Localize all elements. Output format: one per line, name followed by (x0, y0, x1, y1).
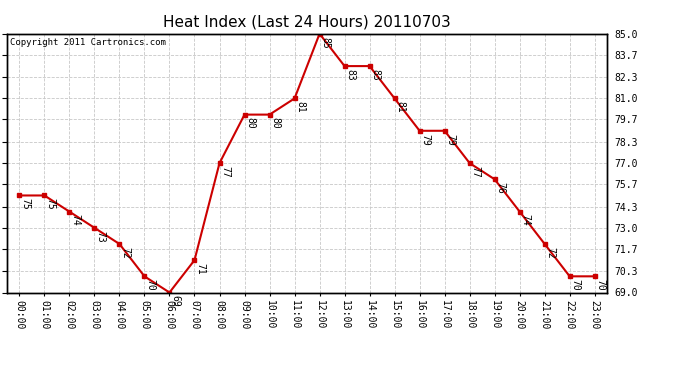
Text: 72: 72 (545, 247, 555, 258)
Text: 81: 81 (295, 101, 305, 113)
Title: Heat Index (Last 24 Hours) 20110703: Heat Index (Last 24 Hours) 20110703 (163, 15, 451, 30)
Text: 74: 74 (520, 214, 530, 226)
Text: 75: 75 (45, 198, 55, 210)
Text: 75: 75 (20, 198, 30, 210)
Text: 79: 79 (420, 134, 430, 145)
Text: 77: 77 (220, 166, 230, 178)
Text: 76: 76 (495, 182, 505, 194)
Text: 85: 85 (320, 36, 330, 48)
Text: 70: 70 (570, 279, 580, 291)
Text: 80: 80 (245, 117, 255, 129)
Text: 83: 83 (345, 69, 355, 81)
Text: 70: 70 (595, 279, 605, 291)
Text: 79: 79 (445, 134, 455, 145)
Text: 69: 69 (170, 295, 180, 307)
Text: 83: 83 (370, 69, 380, 81)
Text: 80: 80 (270, 117, 280, 129)
Text: Copyright 2011 Cartronics.com: Copyright 2011 Cartronics.com (10, 38, 166, 46)
Text: 72: 72 (120, 247, 130, 258)
Text: 74: 74 (70, 214, 80, 226)
Text: 70: 70 (145, 279, 155, 291)
Text: 73: 73 (95, 231, 105, 242)
Text: 77: 77 (470, 166, 480, 178)
Text: 81: 81 (395, 101, 405, 113)
Text: 71: 71 (195, 263, 205, 274)
